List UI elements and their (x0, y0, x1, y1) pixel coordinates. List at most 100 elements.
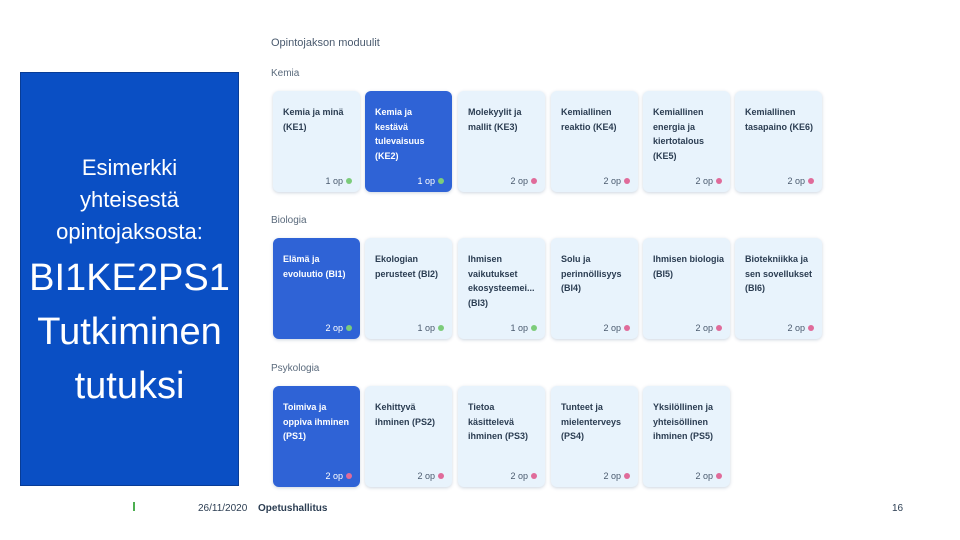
footer-accent-mark (133, 502, 135, 511)
module-name: Solu ja perinnöllisyys (BI4) (561, 254, 622, 293)
module-name: Yksilöllinen ja yhteisöllinen ihminen (P… (653, 402, 714, 441)
module-name: Kemiallinen tasapaino (KE6) (745, 107, 814, 132)
status-dot-icon (438, 473, 444, 479)
module-card[interactable]: Ekologian perusteet (BI2) 1 op (365, 238, 452, 339)
status-dot-icon (808, 178, 814, 184)
page-number: 16 (892, 503, 904, 514)
module-credits: 2 op (325, 323, 352, 333)
module-credits: 1 op (417, 323, 444, 333)
credits-label: 1 op (417, 176, 435, 186)
status-dot-icon (716, 473, 722, 479)
section-label-biologia: Biologia (271, 215, 307, 226)
status-dot-icon (808, 325, 814, 331)
module-credits: 2 op (695, 176, 722, 186)
status-dot-icon (346, 473, 352, 479)
module-credits: 2 op (603, 176, 630, 186)
module-credits: 1 op (325, 176, 352, 186)
section-label-kemia: Kemia (271, 68, 300, 79)
status-dot-icon (716, 325, 722, 331)
module-credits: 2 op (325, 471, 352, 481)
credits-label: 1 op (325, 176, 343, 186)
status-dot-icon (531, 473, 537, 479)
credits-label: 2 op (787, 176, 805, 186)
module-card[interactable]: Kemia ja minä (KE1) 1 op (273, 91, 360, 192)
course-code: BI1KE2PS1 (29, 257, 230, 299)
module-card[interactable]: Yksilöllinen ja yhteisöllinen ihminen (P… (643, 386, 730, 487)
module-credits: 1 op (417, 176, 444, 186)
credits-label: 2 op (695, 471, 713, 481)
module-card[interactable]: Kemia ja kestävä tulevaisuus (KE2) 1 op (365, 91, 452, 192)
footer-organization: Opetushallitus (258, 503, 328, 514)
credits-label: 1 op (510, 323, 528, 333)
module-card[interactable]: Ihmisen biologia (BI5) 2 op (643, 238, 730, 339)
module-credits: 2 op (510, 471, 537, 481)
status-dot-icon (438, 325, 444, 331)
module-card[interactable]: Kemiallinen energia ja kiertotalous (KE5… (643, 91, 730, 192)
credits-label: 2 op (510, 176, 528, 186)
status-dot-icon (716, 178, 722, 184)
credits-label: 2 op (695, 323, 713, 333)
status-dot-icon (624, 178, 630, 184)
module-card[interactable]: Tunteet ja mielenterveys (PS4) 2 op (551, 386, 638, 487)
module-name: Toimiva ja oppiva ihminen (PS1) (283, 402, 350, 441)
module-name: Ihmisen biologia (BI5) (653, 254, 725, 279)
credits-label: 2 op (510, 471, 528, 481)
course-name-line-2: tutuksi (74, 365, 185, 407)
module-card[interactable]: Solu ja perinnöllisyys (BI4) 2 op (551, 238, 638, 339)
module-name: Kehittyvä ihminen (PS2) (375, 402, 436, 427)
credits-label: 2 op (695, 176, 713, 186)
module-card[interactable]: Kemiallinen tasapaino (KE6) 2 op (735, 91, 822, 192)
status-dot-icon (346, 178, 352, 184)
module-card[interactable]: Kemiallinen reaktio (KE4) 2 op (551, 91, 638, 192)
module-name: Biotekniikka ja sen sovellukset (BI6) (745, 254, 813, 293)
example-label-line-3: opintojaksosta: (56, 219, 203, 244)
module-name: Kemiallinen reaktio (KE4) (561, 107, 617, 132)
module-credits: 2 op (510, 176, 537, 186)
module-credits: 2 op (695, 471, 722, 481)
module-name: Ihmisen vaikutukset ekosysteemei... (BI3… (468, 254, 535, 308)
module-card[interactable]: Elämä ja evoluutio (BI1) 2 op (273, 238, 360, 339)
course-name-line-1: Tutkiminen (37, 311, 222, 353)
module-name: Molekyylit ja mallit (KE3) (468, 107, 522, 132)
footer-date: 26/11/2020 (198, 503, 248, 514)
status-dot-icon (531, 325, 537, 331)
status-dot-icon (624, 325, 630, 331)
module-credits: 2 op (695, 323, 722, 333)
module-name: Ekologian perusteet (BI2) (375, 254, 439, 279)
example-title-panel: Esimerkki yhteisestä opintojaksosta: BI1… (20, 72, 239, 486)
module-credits: 2 op (787, 176, 814, 186)
module-card[interactable]: Ihmisen vaikutukset ekosysteemei... (BI3… (458, 238, 545, 339)
credits-label: 1 op (417, 323, 435, 333)
module-credits: 2 op (787, 323, 814, 333)
module-credits: 2 op (417, 471, 444, 481)
module-credits: 2 op (603, 323, 630, 333)
module-credits: 2 op (603, 471, 630, 481)
status-dot-icon (624, 473, 630, 479)
modules-panel-title: Opintojakson moduulit (271, 37, 380, 49)
module-name: Elämä ja evoluutio (BI1) (283, 254, 346, 279)
module-name: Tietoa käsittelevä ihminen (PS3) (468, 402, 529, 441)
example-label-line-1: Esimerkki (81, 155, 178, 180)
module-card[interactable]: Kehittyvä ihminen (PS2) 2 op (365, 386, 452, 487)
module-name: Kemia ja minä (KE1) (283, 107, 344, 132)
credits-label: 2 op (603, 323, 621, 333)
module-name: Tunteet ja mielenterveys (PS4) (561, 402, 622, 441)
status-dot-icon (438, 178, 444, 184)
module-card[interactable]: Molekyylit ja mallit (KE3) 2 op (458, 91, 545, 192)
credits-label: 2 op (603, 471, 621, 481)
example-label-line-2: yhteisestä (79, 187, 180, 212)
module-credits: 1 op (510, 323, 537, 333)
section-label-psykologia: Psykologia (271, 363, 320, 374)
credits-label: 2 op (603, 176, 621, 186)
status-dot-icon (531, 178, 537, 184)
credits-label: 2 op (417, 471, 435, 481)
module-card[interactable]: Biotekniikka ja sen sovellukset (BI6) 2 o… (735, 238, 822, 339)
module-name: Kemiallinen energia ja kiertotalous (KE5… (653, 107, 705, 161)
credits-label: 2 op (325, 471, 343, 481)
module-card[interactable]: Tietoa käsittelevä ihminen (PS3) 2 op (458, 386, 545, 487)
credits-label: 2 op (325, 323, 343, 333)
status-dot-icon (346, 325, 352, 331)
module-card[interactable]: Toimiva ja oppiva ihminen (PS1) 2 op (273, 386, 360, 487)
credits-label: 2 op (787, 323, 805, 333)
module-name: Kemia ja kestävä tulevaisuus (KE2) (375, 107, 425, 161)
